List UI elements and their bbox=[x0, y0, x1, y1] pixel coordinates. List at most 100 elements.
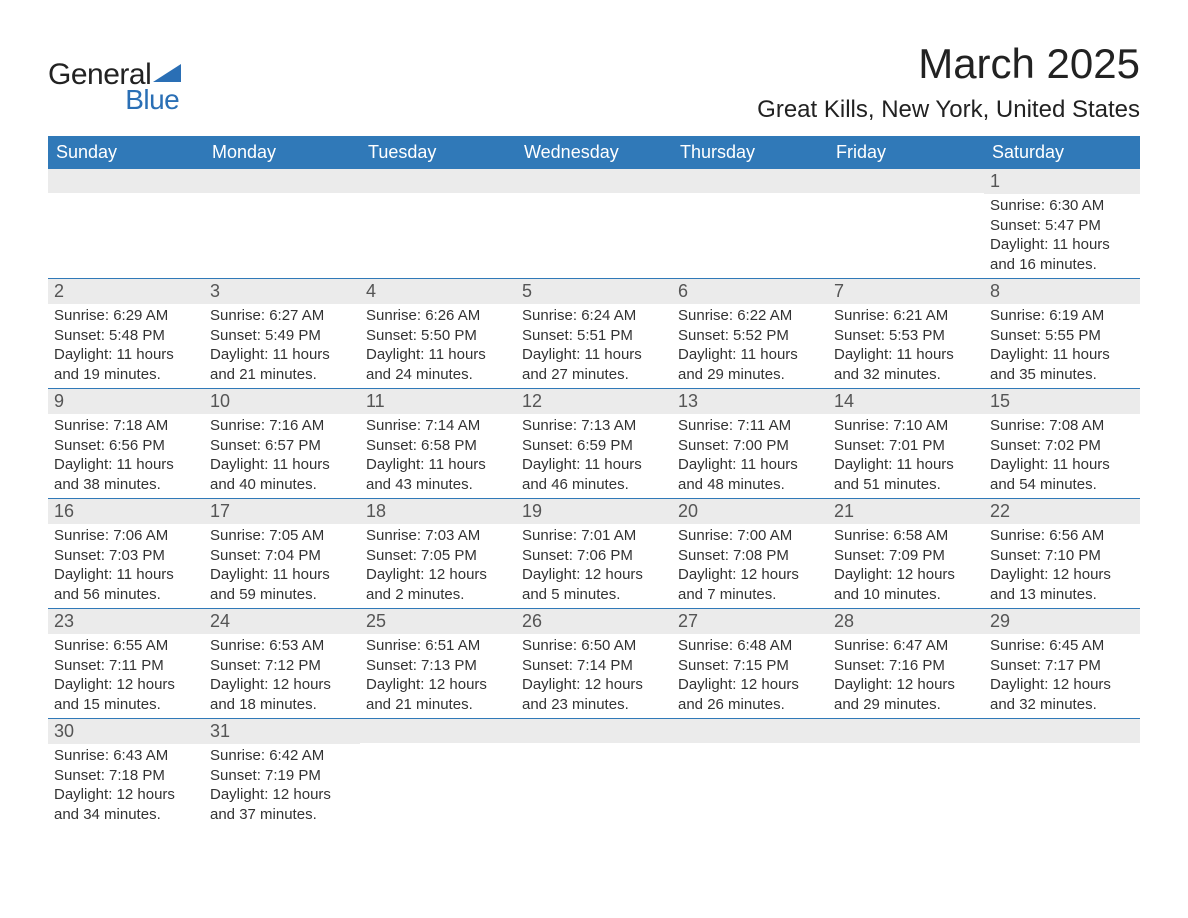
day-number: 1 bbox=[984, 169, 1140, 194]
sunrise-text: Sunrise: 6:26 AM bbox=[366, 306, 510, 326]
daylight-text: Daylight: 12 hours and 29 minutes. bbox=[834, 675, 978, 714]
day-data: Sunrise: 6:26 AMSunset: 5:50 PMDaylight:… bbox=[360, 304, 516, 388]
calendar-week-row: 23Sunrise: 6:55 AMSunset: 7:11 PMDayligh… bbox=[48, 609, 1140, 719]
sunrise-text: Sunrise: 6:53 AM bbox=[210, 636, 354, 656]
day-data: Sunrise: 6:55 AMSunset: 7:11 PMDaylight:… bbox=[48, 634, 204, 718]
day-data: Sunrise: 6:24 AMSunset: 5:51 PMDaylight:… bbox=[516, 304, 672, 388]
calendar-day-cell: 20Sunrise: 7:00 AMSunset: 7:08 PMDayligh… bbox=[672, 499, 828, 609]
calendar-day-cell: 13Sunrise: 7:11 AMSunset: 7:00 PMDayligh… bbox=[672, 389, 828, 499]
day-data: Sunrise: 6:21 AMSunset: 5:53 PMDaylight:… bbox=[828, 304, 984, 388]
sunset-text: Sunset: 6:57 PM bbox=[210, 436, 354, 456]
sunset-text: Sunset: 7:13 PM bbox=[366, 656, 510, 676]
calendar-week-row: 1Sunrise: 6:30 AMSunset: 5:47 PMDaylight… bbox=[48, 169, 1140, 279]
sunset-text: Sunset: 7:10 PM bbox=[990, 546, 1134, 566]
daylight-text: Daylight: 11 hours and 32 minutes. bbox=[834, 345, 978, 384]
day-number: 14 bbox=[828, 389, 984, 414]
calendar-day-cell: 16Sunrise: 7:06 AMSunset: 7:03 PMDayligh… bbox=[48, 499, 204, 609]
calendar-day-cell: 2Sunrise: 6:29 AMSunset: 5:48 PMDaylight… bbox=[48, 279, 204, 389]
daylight-text: Daylight: 12 hours and 18 minutes. bbox=[210, 675, 354, 714]
sunset-text: Sunset: 7:09 PM bbox=[834, 546, 978, 566]
calendar-day-cell: 11Sunrise: 7:14 AMSunset: 6:58 PMDayligh… bbox=[360, 389, 516, 499]
day-data: Sunrise: 7:06 AMSunset: 7:03 PMDaylight:… bbox=[48, 524, 204, 608]
day-number bbox=[360, 719, 516, 743]
day-number: 12 bbox=[516, 389, 672, 414]
sunset-text: Sunset: 5:48 PM bbox=[54, 326, 198, 346]
day-number: 18 bbox=[360, 499, 516, 524]
calendar-week-row: 9Sunrise: 7:18 AMSunset: 6:56 PMDaylight… bbox=[48, 389, 1140, 499]
day-number bbox=[516, 719, 672, 743]
sunset-text: Sunset: 7:02 PM bbox=[990, 436, 1134, 456]
calendar-day-cell bbox=[672, 719, 828, 829]
day-number bbox=[48, 169, 204, 193]
sunset-text: Sunset: 5:53 PM bbox=[834, 326, 978, 346]
weekday-header: Tuesday bbox=[360, 136, 516, 169]
day-data: Sunrise: 6:51 AMSunset: 7:13 PMDaylight:… bbox=[360, 634, 516, 718]
calendar-day-cell: 7Sunrise: 6:21 AMSunset: 5:53 PMDaylight… bbox=[828, 279, 984, 389]
sunrise-text: Sunrise: 7:11 AM bbox=[678, 416, 822, 436]
calendar-day-cell: 8Sunrise: 6:19 AMSunset: 5:55 PMDaylight… bbox=[984, 279, 1140, 389]
daylight-text: Daylight: 11 hours and 29 minutes. bbox=[678, 345, 822, 384]
day-number: 13 bbox=[672, 389, 828, 414]
sunrise-text: Sunrise: 7:05 AM bbox=[210, 526, 354, 546]
sunrise-text: Sunrise: 7:08 AM bbox=[990, 416, 1134, 436]
sunrise-text: Sunrise: 7:01 AM bbox=[522, 526, 666, 546]
calendar-day-cell bbox=[360, 719, 516, 829]
sunrise-text: Sunrise: 7:06 AM bbox=[54, 526, 198, 546]
calendar-day-cell: 4Sunrise: 6:26 AMSunset: 5:50 PMDaylight… bbox=[360, 279, 516, 389]
day-data: Sunrise: 7:18 AMSunset: 6:56 PMDaylight:… bbox=[48, 414, 204, 498]
day-number bbox=[204, 169, 360, 193]
calendar-day-cell: 27Sunrise: 6:48 AMSunset: 7:15 PMDayligh… bbox=[672, 609, 828, 719]
daylight-text: Daylight: 12 hours and 37 minutes. bbox=[210, 785, 354, 824]
sunrise-text: Sunrise: 7:10 AM bbox=[834, 416, 978, 436]
day-data: Sunrise: 6:29 AMSunset: 5:48 PMDaylight:… bbox=[48, 304, 204, 388]
logo-triangle-icon bbox=[153, 64, 181, 86]
day-number: 9 bbox=[48, 389, 204, 414]
location-subtitle: Great Kills, New York, United States bbox=[757, 96, 1140, 124]
day-data: Sunrise: 7:16 AMSunset: 6:57 PMDaylight:… bbox=[204, 414, 360, 498]
day-data: Sunrise: 7:01 AMSunset: 7:06 PMDaylight:… bbox=[516, 524, 672, 608]
calendar-day-cell: 3Sunrise: 6:27 AMSunset: 5:49 PMDaylight… bbox=[204, 279, 360, 389]
calendar-day-cell: 24Sunrise: 6:53 AMSunset: 7:12 PMDayligh… bbox=[204, 609, 360, 719]
sunrise-text: Sunrise: 6:50 AM bbox=[522, 636, 666, 656]
calendar-day-cell: 21Sunrise: 6:58 AMSunset: 7:09 PMDayligh… bbox=[828, 499, 984, 609]
daylight-text: Daylight: 11 hours and 48 minutes. bbox=[678, 455, 822, 494]
daylight-text: Daylight: 11 hours and 40 minutes. bbox=[210, 455, 354, 494]
day-number bbox=[828, 169, 984, 193]
day-number: 8 bbox=[984, 279, 1140, 304]
calendar-day-cell: 12Sunrise: 7:13 AMSunset: 6:59 PMDayligh… bbox=[516, 389, 672, 499]
sunset-text: Sunset: 6:59 PM bbox=[522, 436, 666, 456]
sunset-text: Sunset: 7:01 PM bbox=[834, 436, 978, 456]
sunrise-text: Sunrise: 6:47 AM bbox=[834, 636, 978, 656]
day-number: 27 bbox=[672, 609, 828, 634]
weekday-header: Monday bbox=[204, 136, 360, 169]
calendar-day-cell bbox=[828, 169, 984, 279]
daylight-text: Daylight: 11 hours and 19 minutes. bbox=[54, 345, 198, 384]
month-title: March 2025 bbox=[757, 40, 1140, 88]
day-number: 5 bbox=[516, 279, 672, 304]
calendar-day-cell: 25Sunrise: 6:51 AMSunset: 7:13 PMDayligh… bbox=[360, 609, 516, 719]
day-number bbox=[984, 719, 1140, 743]
day-number: 20 bbox=[672, 499, 828, 524]
calendar-day-cell: 28Sunrise: 6:47 AMSunset: 7:16 PMDayligh… bbox=[828, 609, 984, 719]
logo: General Blue bbox=[48, 60, 181, 114]
day-data: Sunrise: 6:53 AMSunset: 7:12 PMDaylight:… bbox=[204, 634, 360, 718]
calendar-day-cell: 26Sunrise: 6:50 AMSunset: 7:14 PMDayligh… bbox=[516, 609, 672, 719]
daylight-text: Daylight: 12 hours and 10 minutes. bbox=[834, 565, 978, 604]
day-data: Sunrise: 7:03 AMSunset: 7:05 PMDaylight:… bbox=[360, 524, 516, 608]
sunset-text: Sunset: 6:58 PM bbox=[366, 436, 510, 456]
calendar-day-cell bbox=[204, 169, 360, 279]
day-number: 25 bbox=[360, 609, 516, 634]
sunrise-text: Sunrise: 6:58 AM bbox=[834, 526, 978, 546]
calendar-day-cell bbox=[48, 169, 204, 279]
calendar-day-cell: 22Sunrise: 6:56 AMSunset: 7:10 PMDayligh… bbox=[984, 499, 1140, 609]
header: General Blue March 2025 Great Kills, New… bbox=[48, 40, 1140, 124]
day-number bbox=[828, 719, 984, 743]
day-number bbox=[672, 719, 828, 743]
day-data: Sunrise: 7:08 AMSunset: 7:02 PMDaylight:… bbox=[984, 414, 1140, 498]
sunset-text: Sunset: 7:03 PM bbox=[54, 546, 198, 566]
daylight-text: Daylight: 11 hours and 38 minutes. bbox=[54, 455, 198, 494]
day-number: 19 bbox=[516, 499, 672, 524]
day-number: 26 bbox=[516, 609, 672, 634]
day-data: Sunrise: 7:13 AMSunset: 6:59 PMDaylight:… bbox=[516, 414, 672, 498]
day-number: 6 bbox=[672, 279, 828, 304]
